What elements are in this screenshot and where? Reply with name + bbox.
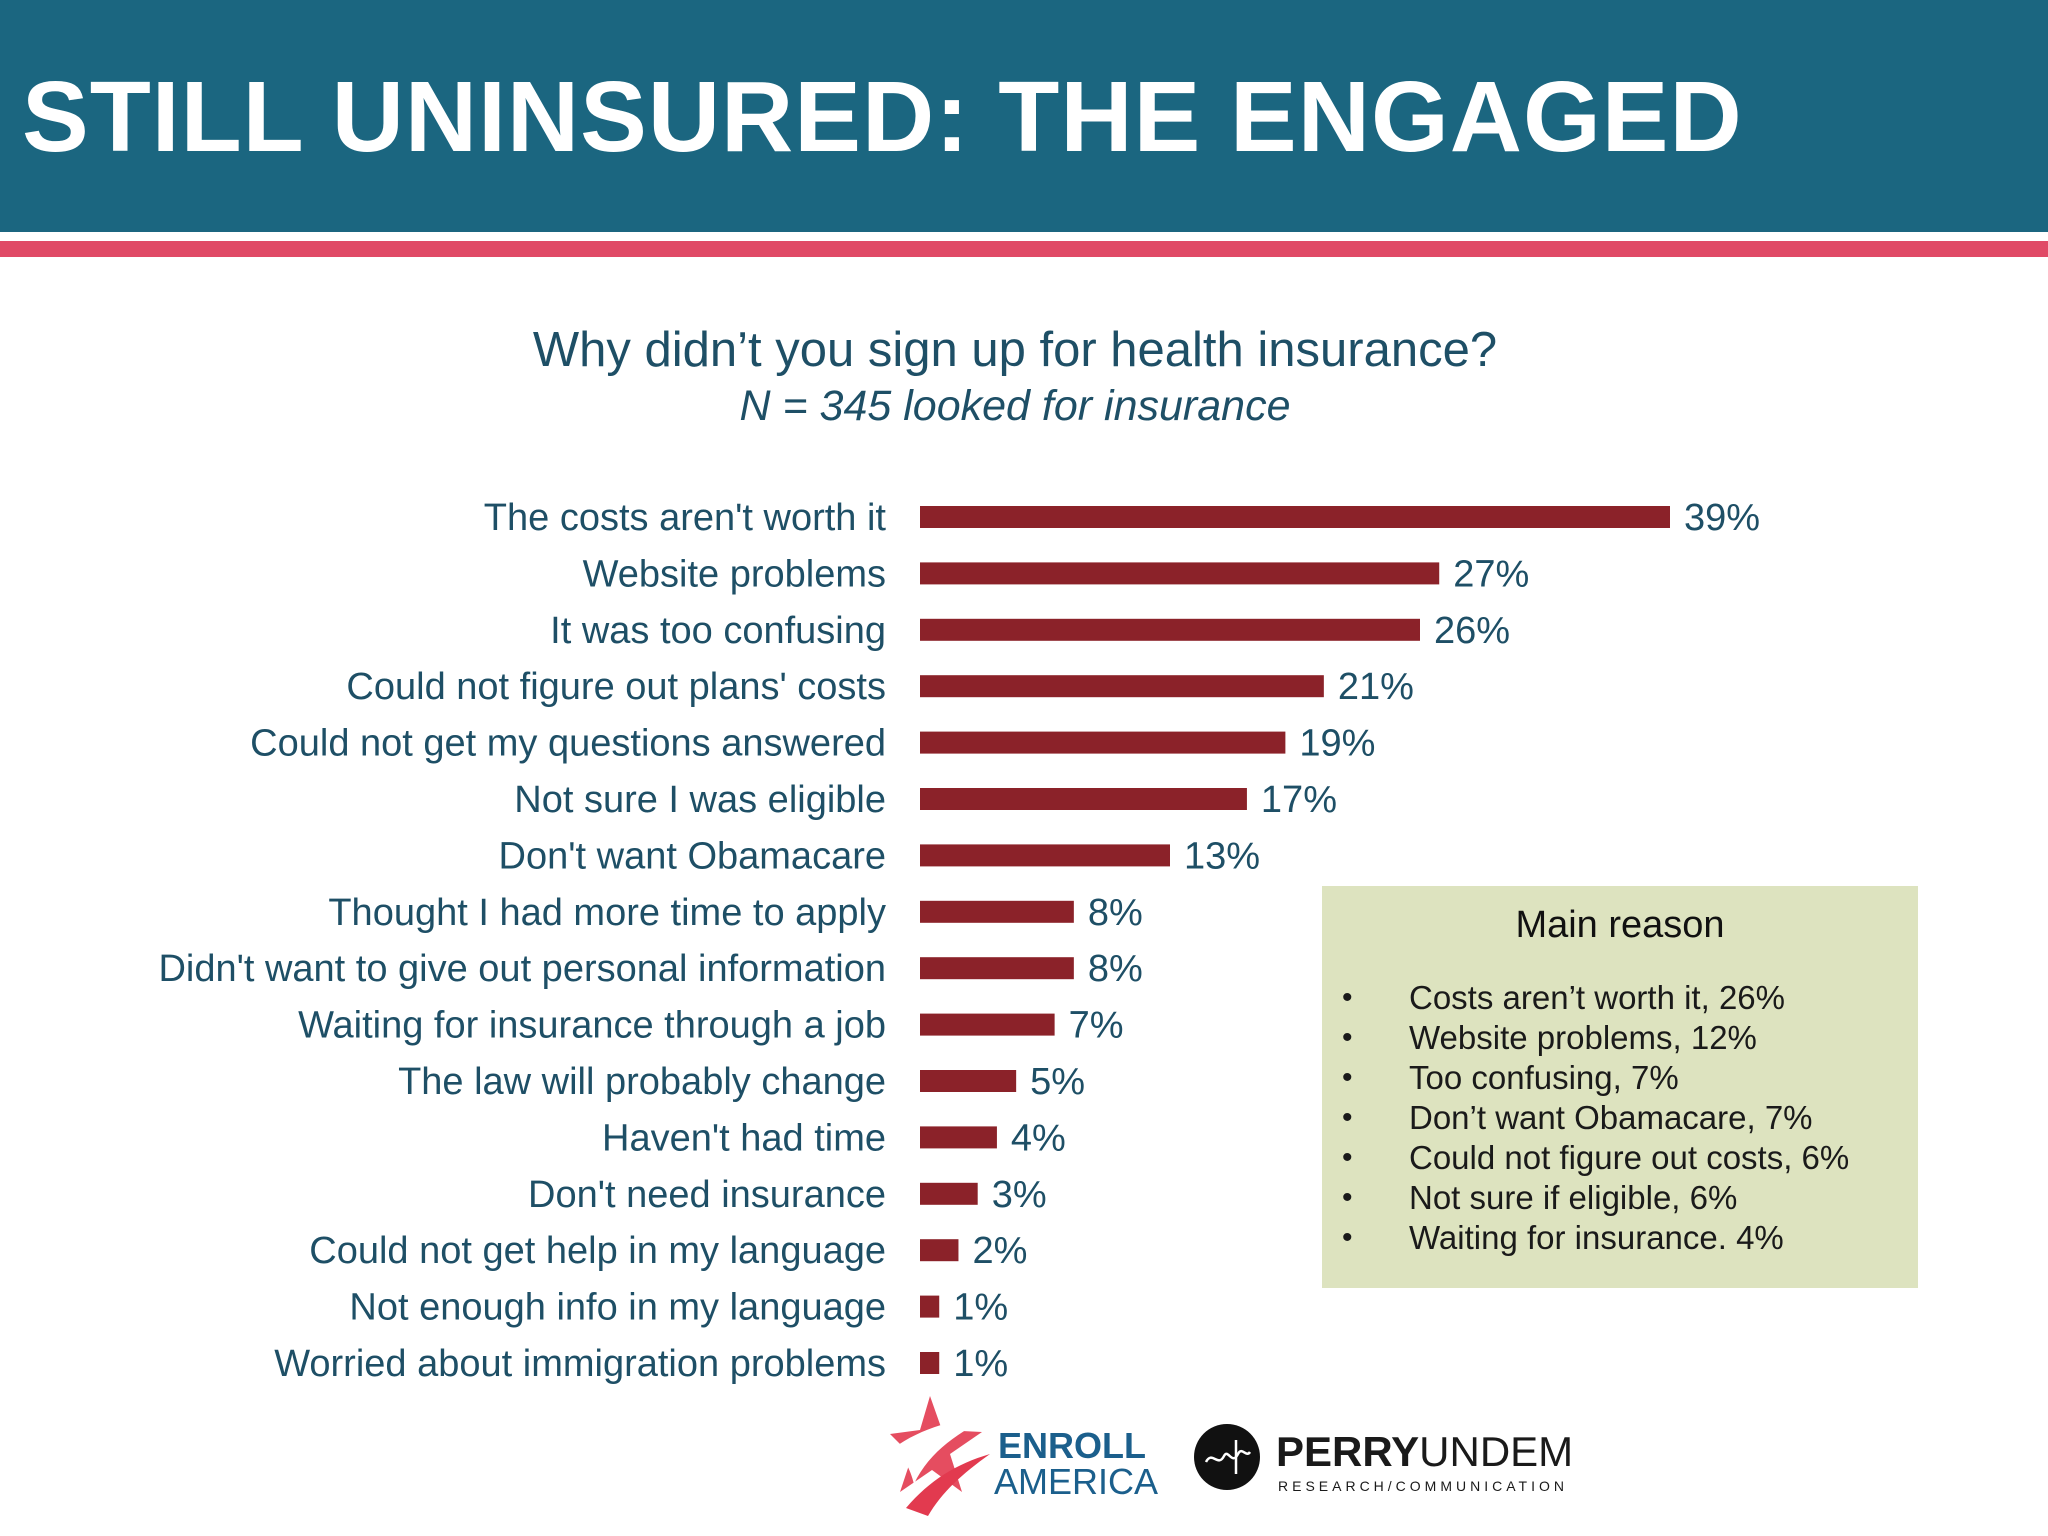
main-reason-callout: Main reason • Costs aren’t worth it, 26%… bbox=[1322, 886, 1918, 1288]
data-label: 26% bbox=[1434, 610, 1510, 652]
data-label: 1% bbox=[953, 1343, 1008, 1385]
chart-title: Why didn’t you sign up for health insura… bbox=[532, 323, 1498, 377]
perryundem-logo: PERRYUNDEM RESEARCH/COMMUNICATION bbox=[1192, 1422, 1652, 1502]
category-label: Not sure I was eligible bbox=[514, 779, 886, 821]
callout-item-text: Don’t want Obamacare, 7% bbox=[1409, 1099, 1813, 1136]
bar bbox=[920, 562, 1440, 585]
header-band: STILL UNINSURED: THE ENGAGED bbox=[0, 0, 2048, 232]
callout-list-item: • Waiting for insurance. 4% bbox=[1322, 1218, 1918, 1258]
header-divider-white bbox=[0, 232, 2048, 241]
black-circle-monogram-icon bbox=[1194, 1424, 1260, 1490]
data-label: 8% bbox=[1088, 892, 1143, 934]
bar bbox=[920, 957, 1074, 980]
callout-list-item: • Costs aren’t worth it, 26% bbox=[1322, 978, 1918, 1018]
bar bbox=[920, 844, 1170, 867]
data-label: 19% bbox=[1299, 723, 1375, 765]
bullet-icon: • bbox=[1342, 1221, 1353, 1254]
callout-item-text: Waiting for insurance. 4% bbox=[1409, 1219, 1784, 1256]
data-label: 3% bbox=[992, 1174, 1047, 1216]
category-label: Could not get my questions answered bbox=[250, 723, 886, 765]
data-label: 1% bbox=[953, 1287, 1008, 1329]
category-label: Could not get help in my language bbox=[309, 1230, 886, 1272]
category-label: It was too confusing bbox=[550, 610, 886, 652]
enroll-america-logo: ENROLL AMERICA bbox=[890, 1388, 1170, 1520]
data-label: 17% bbox=[1261, 779, 1337, 821]
bar bbox=[920, 1295, 940, 1318]
data-label: 8% bbox=[1088, 948, 1143, 990]
bullet-icon: • bbox=[1342, 1061, 1353, 1094]
category-label: Don't want Obamacare bbox=[499, 835, 886, 877]
bullet-icon: • bbox=[1342, 1181, 1353, 1214]
callout-list-item: • Website problems, 12% bbox=[1322, 1018, 1918, 1058]
data-label: 39% bbox=[1684, 497, 1760, 539]
bar bbox=[920, 788, 1247, 810]
bullet-icon: • bbox=[1342, 981, 1353, 1014]
perryundem-wordmark: PERRYUNDEM bbox=[1276, 1430, 1573, 1474]
data-label: 5% bbox=[1030, 1061, 1085, 1103]
bullet-icon: • bbox=[1342, 1021, 1353, 1054]
callout-list-item: • Too confusing, 7% bbox=[1322, 1058, 1918, 1098]
callout-list-item: • Don’t want Obamacare, 7% bbox=[1322, 1098, 1918, 1138]
data-label: 27% bbox=[1453, 553, 1529, 595]
callout-title: Main reason bbox=[1515, 904, 1725, 946]
callout-item-text: Could not figure out costs, 6% bbox=[1409, 1139, 1850, 1176]
category-label: Thought I had more time to apply bbox=[328, 892, 886, 934]
enroll-wordmark-line1: ENROLL bbox=[998, 1425, 1146, 1466]
category-label: Haven't had time bbox=[602, 1117, 886, 1159]
category-label: Could not figure out plans' costs bbox=[346, 666, 886, 708]
data-label: 2% bbox=[972, 1230, 1027, 1272]
callout-item-text: Too confusing, 7% bbox=[1409, 1059, 1679, 1096]
data-label: 4% bbox=[1011, 1117, 1066, 1159]
bar bbox=[920, 675, 1324, 698]
category-label: The costs aren't worth it bbox=[484, 497, 887, 539]
bar bbox=[920, 618, 1420, 641]
chart-subtitle: N = 345 looked for insurance bbox=[739, 382, 1291, 430]
bullet-icon: • bbox=[1342, 1141, 1353, 1174]
category-label: Didn't want to give out personal informa… bbox=[158, 948, 886, 990]
data-label: 13% bbox=[1184, 835, 1260, 877]
callout-list-item: • Could not figure out costs, 6% bbox=[1322, 1138, 1918, 1178]
category-label: Waiting for insurance through a job bbox=[298, 1005, 886, 1047]
category-label: Website problems bbox=[583, 553, 886, 595]
bar bbox=[920, 1126, 997, 1149]
bar bbox=[920, 506, 1670, 528]
bullet-icon: • bbox=[1342, 1101, 1353, 1134]
callout-item-text: Costs aren’t worth it, 26% bbox=[1409, 979, 1785, 1016]
header-divider-red bbox=[0, 241, 2048, 257]
undem-light-text: UNDEM bbox=[1419, 1428, 1574, 1475]
bar bbox=[920, 1070, 1017, 1092]
perry-bold-text: PERRY bbox=[1276, 1428, 1420, 1475]
red-star-swoosh-icon bbox=[890, 1396, 994, 1516]
category-label: Not enough info in my language bbox=[349, 1287, 886, 1329]
data-label: 21% bbox=[1338, 666, 1414, 708]
bar bbox=[920, 1239, 959, 1262]
bar bbox=[920, 1352, 940, 1374]
bar bbox=[920, 1182, 978, 1205]
callout-item-text: Not sure if eligible, 6% bbox=[1409, 1179, 1738, 1216]
callout-item-text: Website problems, 12% bbox=[1409, 1019, 1757, 1056]
callout-list: • Costs aren’t worth it, 26% • Website p… bbox=[1322, 978, 1918, 1258]
enroll-wordmark-line2: AMERICA bbox=[994, 1461, 1159, 1502]
bar bbox=[920, 900, 1074, 923]
callout-list-item: • Not sure if eligible, 6% bbox=[1322, 1178, 1918, 1218]
slide-title: STILL UNINSURED: THE ENGAGED bbox=[22, 61, 1743, 173]
category-label: Don't need insurance bbox=[528, 1174, 886, 1216]
category-label: Worried about immigration problems bbox=[274, 1343, 886, 1385]
bar bbox=[920, 1013, 1055, 1036]
perryundem-tagline: RESEARCH/COMMUNICATION bbox=[1278, 1478, 1568, 1494]
category-label: The law will probably change bbox=[398, 1061, 886, 1103]
bar bbox=[920, 731, 1286, 754]
data-label: 7% bbox=[1069, 1005, 1124, 1047]
